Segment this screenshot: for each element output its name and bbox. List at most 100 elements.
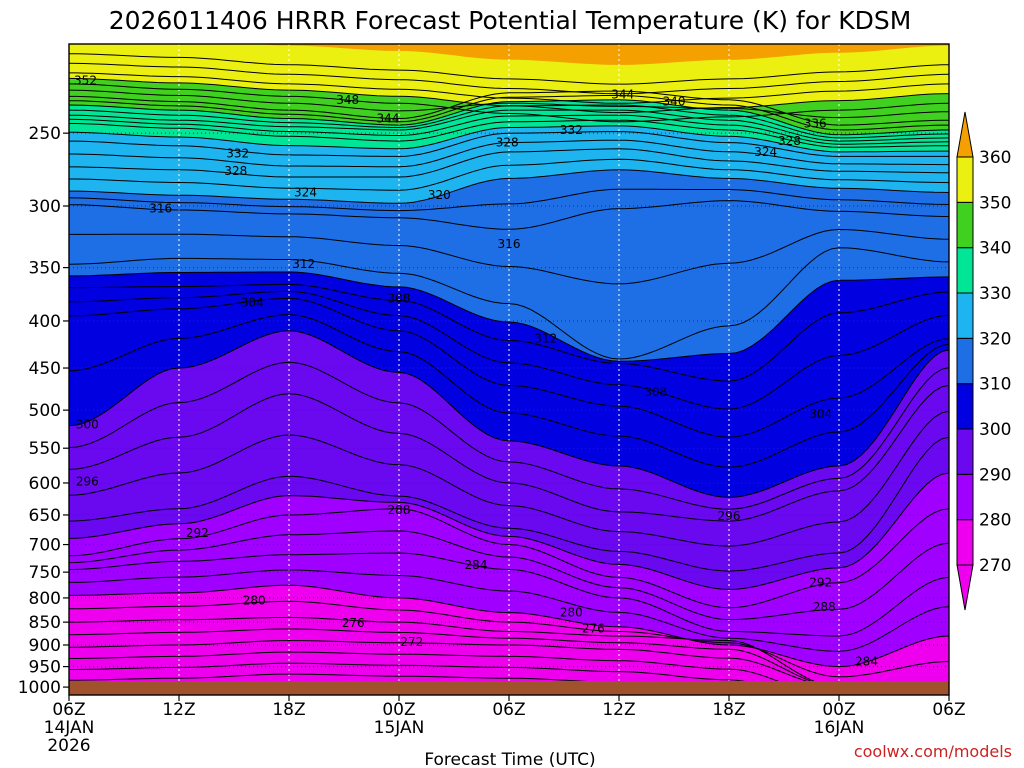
isentrope-line	[69, 247, 949, 360]
colorbar-swatch	[956, 156, 974, 203]
y-tick-label: 800	[29, 589, 61, 609]
contour-label: 336	[804, 116, 827, 130]
isentrope-line	[69, 584, 949, 668]
colorbar-swatch	[956, 383, 974, 430]
y-tick-label: 250	[29, 124, 61, 144]
y-tick-label: 1000	[18, 678, 61, 698]
colorbar-swatch	[956, 337, 974, 385]
isentrope-line	[69, 83, 949, 123]
contour-label: 344	[377, 112, 400, 126]
isentrope-line	[69, 114, 949, 145]
colorbar-label: 270	[979, 556, 1011, 576]
colorbar-label: 330	[979, 284, 1011, 304]
y-tick-label: 450	[29, 359, 61, 379]
contour-label: 324	[294, 185, 317, 199]
isentrope-line	[69, 62, 949, 95]
colorbar-swatch	[956, 473, 974, 521]
isentrope-line	[69, 104, 949, 139]
isentrope-line	[69, 95, 949, 131]
x-tick-label: 00Z	[382, 700, 415, 720]
ground-terrain	[69, 681, 949, 695]
contour-label: 340	[663, 95, 686, 109]
y-tick-label: 500	[29, 401, 61, 421]
colorbar-swatch	[956, 292, 974, 339]
contour-label: 284	[465, 558, 488, 572]
isentrope-line	[69, 90, 949, 126]
colorbar-extend-high	[956, 111, 974, 158]
y-tick-label: 350	[29, 259, 61, 279]
isentrope-line	[69, 72, 949, 104]
isentrope-line	[69, 125, 949, 153]
contour-label: 304	[809, 407, 832, 421]
x-tick-label: 18Z	[272, 700, 305, 720]
y-tick-label: 600	[29, 474, 61, 494]
colorbar-label: 290	[979, 465, 1011, 485]
contour-label: 288	[813, 600, 836, 614]
colorbar-label: 360	[979, 148, 1011, 168]
isentrope-line	[69, 600, 949, 678]
isentrope-line	[69, 639, 949, 688]
contour-label: 324	[754, 145, 777, 159]
x-tick-label: 00Z	[822, 700, 855, 720]
x-tick-label: 14JAN	[44, 718, 95, 738]
contour-label: 328	[224, 164, 247, 178]
isentrope-line	[69, 569, 949, 652]
isentrope-line	[69, 297, 949, 438]
contour-label: 312	[292, 257, 315, 271]
y-tick-label: 950	[29, 658, 61, 678]
x-tick-label: 2026	[47, 736, 90, 756]
contour-label: 276	[342, 616, 365, 630]
x-tick-label: 16JAN	[814, 718, 865, 738]
colorbar-label: 340	[979, 239, 1011, 259]
contour-label: 316	[498, 237, 521, 251]
isentrope-line	[69, 628, 949, 688]
isentrope-line	[69, 330, 949, 498]
contour-label: 304	[241, 296, 264, 310]
isentrope-line	[69, 673, 760, 695]
contour-label: 280	[560, 606, 583, 620]
contour-label: 348	[336, 93, 359, 107]
contour-label: 320	[428, 188, 451, 202]
isentrope-line	[69, 472, 949, 590]
colorbar-swatch	[956, 519, 974, 566]
chart-title: 2026011406 HRRR Forecast Potential Tempe…	[109, 6, 912, 35]
colorbar-swatch	[956, 247, 974, 294]
isentrope-line	[69, 283, 949, 382]
isentrope-line	[69, 119, 949, 148]
contour-label: 316	[149, 202, 172, 216]
contour-label: 328	[778, 134, 801, 148]
colorbar-swatch	[956, 201, 974, 249]
y-tick-label: 650	[29, 506, 61, 526]
colorbar-label: 300	[979, 420, 1011, 440]
y-tick-label: 300	[29, 197, 61, 217]
credit-text: coolwx.com/models	[854, 742, 1012, 761]
colorbar-label: 280	[979, 511, 1011, 531]
contour-label: 308	[388, 291, 411, 305]
x-tick-label: 06Z	[52, 700, 85, 720]
colorbar-label: 310	[979, 375, 1011, 395]
x-tick-label: 06Z	[932, 700, 965, 720]
y-tick-label: 850	[29, 613, 61, 633]
isentrope-line	[69, 169, 949, 204]
contour-label: 292	[809, 576, 832, 590]
x-tick-label: 12Z	[162, 700, 195, 720]
contour-label: 332	[560, 123, 583, 137]
colorbar-label: 320	[979, 329, 1011, 349]
contour-label: 308	[644, 385, 667, 399]
isentrope-line	[69, 188, 949, 212]
y-tick-label: 900	[29, 636, 61, 656]
contour-label: 344	[611, 88, 634, 102]
isentrope-line	[69, 530, 949, 621]
y-tick-label: 400	[29, 312, 61, 332]
isentrope-line	[69, 410, 949, 547]
isentrope-line	[69, 131, 949, 157]
isentrope-line	[69, 314, 949, 468]
colorbar-swatch	[956, 428, 974, 475]
isentrope-line	[69, 436, 949, 572]
colorbar-extend-low	[956, 564, 974, 611]
y-tick-label: 750	[29, 563, 61, 583]
isentrope-line	[69, 508, 949, 609]
contour-label: 272	[400, 635, 423, 649]
contour-label: 280	[243, 593, 266, 607]
